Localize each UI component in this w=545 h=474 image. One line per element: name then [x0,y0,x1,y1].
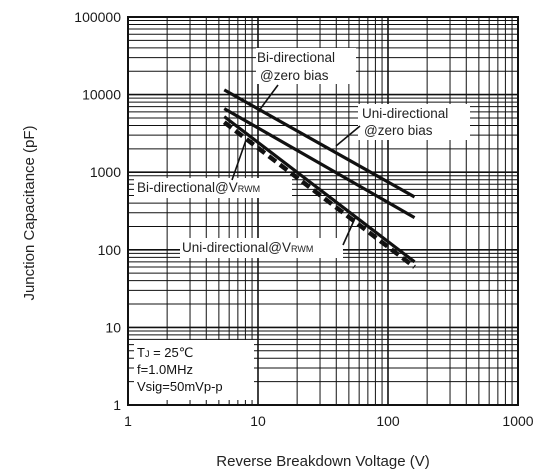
label-background [256,48,356,84]
condition-temperature-subscript: J [145,349,150,359]
label-background [358,104,470,140]
annotation-uni-zero-line2: @zero bias [364,123,433,138]
annotation-uni-vrwm: Uni-directional@VRWM [182,240,313,255]
y-tick-label: 100 [98,242,122,258]
series-line [223,88,416,199]
label-background [134,340,254,400]
y-tick-label: 100000 [74,9,121,25]
x-tick-label: 100 [376,413,400,429]
series-line [222,120,416,269]
annotation-bi-vrwm: Bi-directional@VRWM [137,180,260,195]
condition-signal: Vsig=50mVp-p [137,379,223,394]
leader-line [257,84,279,113]
y-tick-label: 10000 [82,87,121,103]
y-tick-label: 1 [113,397,121,413]
annotation-uni-vrwm-subscript: RWM [291,244,313,254]
label-background [134,178,292,198]
tick-labels: 1 10 100 1000 1 10 100 1000 10000 100000 [74,9,533,429]
label-background [180,238,343,258]
x-tick-label: 1000 [502,413,533,429]
annotation-uni-zero-line1: Uni-directional [362,106,448,121]
y-tick-label: 10 [105,319,121,335]
condition-frequency: f=1.0MHz [137,362,193,377]
leader-line [231,139,247,181]
series-lines [222,88,416,269]
annotation-bi-zero-line2: @zero bias [260,68,329,83]
plot-frame [127,16,519,406]
series-line [223,107,416,219]
x-tick-label: 10 [250,413,266,429]
condition-temperature: TJ = 25℃ [137,345,193,360]
x-axis-title: Reverse Breakdown Voltage (V) [216,453,429,470]
y-tick-label: 1000 [90,164,121,180]
series-line [223,115,416,264]
annotations: Bi-directional@zero biasUni-directional@… [134,48,470,400]
x-tick-label: 1 [124,413,132,429]
annotation-bi-vrwm-subscript: RWM [238,184,260,194]
leader-line [335,125,361,147]
y-axis-title: Junction Capacitance (pF) [21,125,38,300]
annotation-bi-zero-line1: Bi-directional [257,50,335,65]
leader-line [342,215,357,246]
